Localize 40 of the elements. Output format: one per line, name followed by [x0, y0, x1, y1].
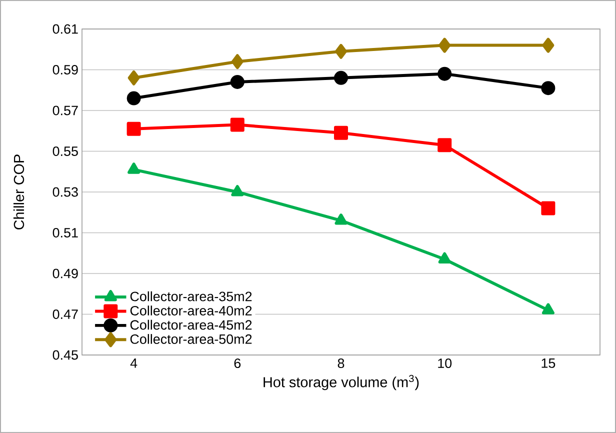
y-tick-label: 0.47 — [52, 309, 78, 320]
legend-label: Collector-area-35m2 — [130, 291, 252, 302]
point — [438, 38, 451, 53]
point — [128, 70, 140, 86]
point — [231, 185, 244, 196]
point — [230, 118, 244, 132]
point — [335, 44, 347, 59]
y-tick-label: 0.59 — [52, 64, 78, 74]
y-tick-label: 0.49 — [52, 268, 78, 278]
y-tick-label: 0.53 — [52, 187, 78, 197]
point — [541, 201, 556, 216]
y-tick-label: 0.57 — [52, 106, 78, 116]
y-tick-label: 0.55 — [52, 146, 78, 156]
y-tick-label: 0.45 — [52, 350, 78, 360]
point — [438, 66, 452, 81]
x-axis-title: Hot storage volume (m$^{3}$) — [264, 374, 419, 390]
legend-label: Collector-area-50m2 — [130, 334, 252, 344]
point — [128, 162, 140, 174]
x-tick-label: 10 — [438, 358, 452, 368]
legend-label: Collector-area-40m2 — [130, 306, 252, 316]
point — [334, 214, 348, 225]
point — [542, 303, 554, 314]
point — [334, 70, 348, 85]
point — [542, 38, 554, 53]
y-tick-label: 0.51 — [52, 228, 78, 238]
point — [230, 74, 244, 89]
point — [541, 81, 556, 96]
point — [126, 122, 141, 136]
y-tick-label: 0.61 — [52, 24, 78, 34]
legend-label: Collector-area-45m2 — [130, 320, 252, 330]
point — [334, 126, 348, 140]
point — [126, 91, 141, 106]
x-tick-label: 15 — [542, 358, 556, 368]
x-tick-label: 6 — [234, 358, 241, 368]
point — [231, 54, 244, 70]
y-axis-title: Chiller COP — [13, 154, 24, 230]
point — [438, 138, 452, 152]
x-tick-label: 4 — [130, 358, 138, 368]
point — [438, 252, 451, 264]
x-tick-label: 8 — [338, 358, 344, 368]
